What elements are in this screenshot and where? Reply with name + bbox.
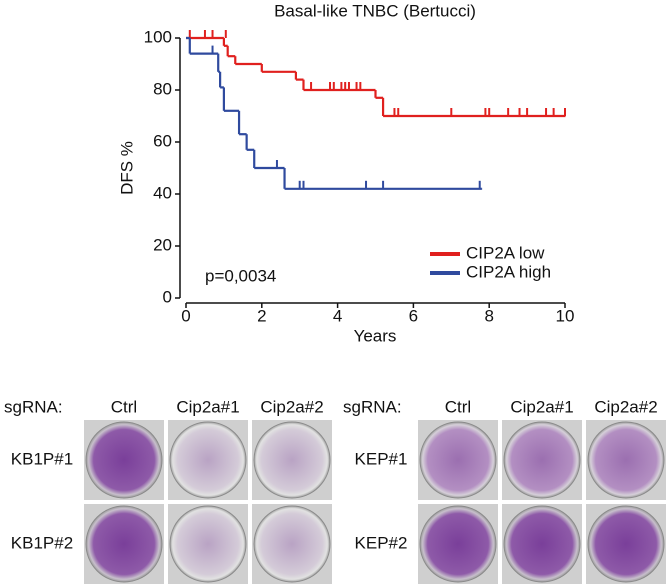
plate [503,421,581,499]
y-tick-label: 40 [153,183,172,202]
plate [169,421,247,499]
p-value: p=0,0034 [205,266,276,285]
column-label: Ctrl [445,397,471,416]
column-label: Cip2a#1 [176,397,239,416]
column-label: Ctrl [111,397,137,416]
x-axis-label: Years [354,326,397,345]
legend-label: CIP2A low [466,243,545,262]
plate [253,421,331,499]
chart-title: Basal-like TNBC (Bertucci) [274,1,476,20]
y-tick-label: 80 [153,79,172,98]
x-tick-label: 2 [257,306,266,325]
row-label: KEP#2 [355,533,408,552]
row-label: KEP#1 [355,449,408,468]
x-tick-label: 0 [181,306,190,325]
x-tick-label: 6 [409,306,418,325]
row-label: KB1P#1 [11,449,73,468]
y-tick-label: 60 [153,131,172,150]
panel-header: sgRNA: [343,397,402,416]
plate [587,505,665,583]
y-axis-label: DFS % [117,141,136,195]
y-tick-label: 0 [163,287,172,306]
plate [419,505,497,583]
x-tick-label: 10 [556,306,575,325]
x-tick-label: 4 [333,306,342,325]
column-label: Cip2a#2 [594,397,657,416]
row-label: KB1P#2 [11,533,73,552]
plate [85,505,163,583]
x-tick-label: 8 [484,306,493,325]
plate [169,505,247,583]
y-tick-label: 20 [153,235,172,254]
column-label: Cip2a#1 [510,397,573,416]
plate [503,505,581,583]
y-tick-label: 100 [144,27,172,46]
plate [85,421,163,499]
plate [253,505,331,583]
plate [419,421,497,499]
column-label: Cip2a#2 [260,397,323,416]
legend-label: CIP2A high [466,262,551,281]
panel-header: sgRNA: [4,397,63,416]
plate [587,421,665,499]
